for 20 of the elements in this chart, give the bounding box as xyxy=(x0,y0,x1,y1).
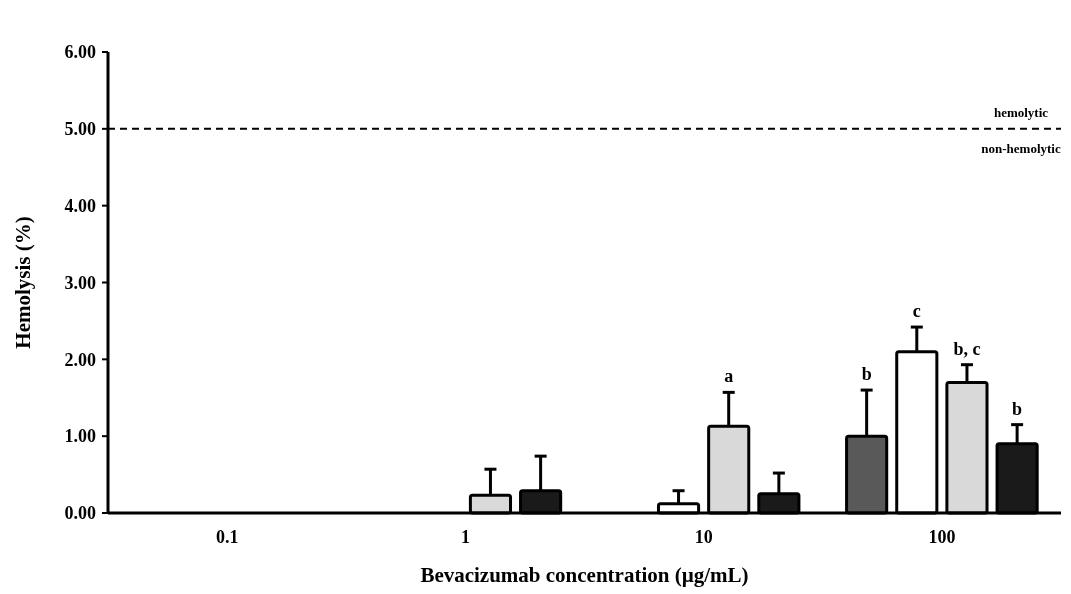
y-tick-label: 6.00 xyxy=(64,42,96,63)
annotation: non-hemolytic xyxy=(981,140,1061,156)
x-tick-label: 10 xyxy=(694,527,713,547)
data-label: c xyxy=(912,301,921,322)
y-axis-title: Hemolysis (%) xyxy=(11,216,35,349)
y-tick-label: 2.00 xyxy=(64,349,96,370)
data-label: a xyxy=(724,366,734,387)
x-tick-label: 0.1 xyxy=(215,527,239,547)
data-label: b xyxy=(1012,398,1023,419)
y-tick-label: 5.00 xyxy=(64,119,96,140)
y-tick-label: 3.00 xyxy=(64,272,96,293)
y-tick-label: 0.00 xyxy=(64,503,96,524)
y-tick-label: 4.00 xyxy=(64,195,96,216)
data-label: b xyxy=(861,364,872,385)
y-tick-label: 1.00 xyxy=(64,426,96,447)
x-axis-title: Bevacizumab concentration (µg/mL) xyxy=(420,563,749,587)
data-label: b, c xyxy=(953,338,981,359)
ref-line-label: hemolytic xyxy=(993,104,1049,120)
x-tick-label: 1 xyxy=(460,527,470,547)
x-tick-label: 100 xyxy=(928,527,956,547)
